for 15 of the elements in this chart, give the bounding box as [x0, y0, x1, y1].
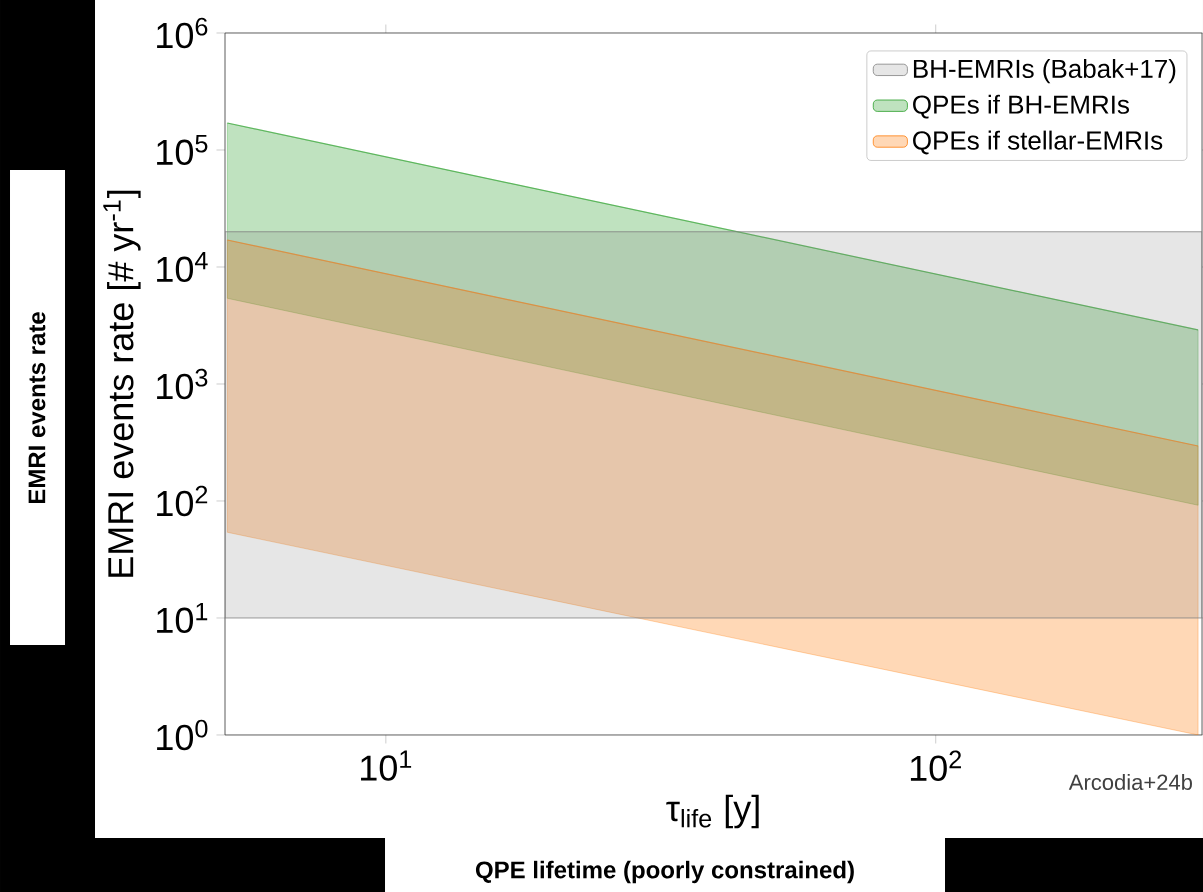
- text: Arcodia+24b: [1068, 773, 1192, 791]
- y-tick-label: 10$^{2}$: [157, 485, 208, 517]
- y-tick-label: 10$^{1}$: [157, 602, 208, 634]
- text: EMRI events rate: [28, 312, 46, 504]
- y-tick-label: 10$^{5}$: [157, 134, 208, 166]
- legend-label: BH-EMRIs (Babak+17): [913, 58, 1176, 84]
- y-tick-label: 10$^{3}$: [157, 368, 208, 400]
- x-axis-title: τ$_{life}$ [y]: [666, 794, 759, 829]
- y-axis-title: EMRI events rate [# yr$^{-1}$]: [103, 190, 141, 577]
- y-tick-label: 10$^{4}$: [157, 251, 208, 283]
- legend-label: QPEs if stellar-EMRIs: [913, 130, 1163, 155]
- y-tick-label: 10$^{6}$: [157, 17, 208, 49]
- legend-label: QPEs if BH-EMRIs: [913, 94, 1130, 119]
- text: QPE lifetime (poorly constrained): [475, 860, 854, 884]
- y-tick-label: 10$^{0}$: [157, 719, 208, 751]
